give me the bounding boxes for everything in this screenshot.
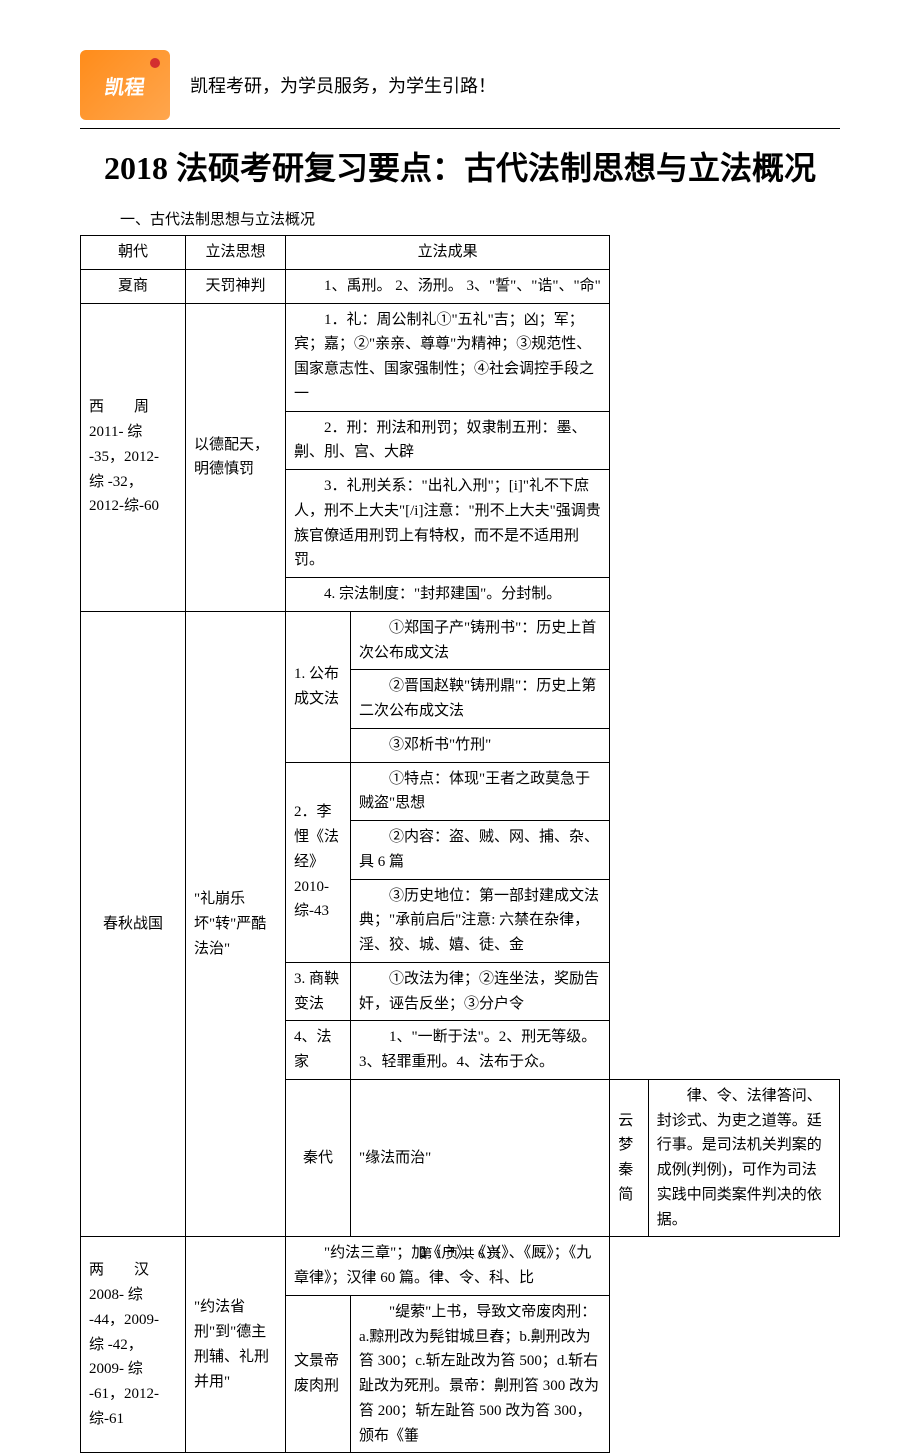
cell-han-b: "缇萦"上书，导致文帝废肉刑：a.黥刑改为髡钳城旦舂；b.劓刑改为笞 300；c… (351, 1295, 610, 1453)
row-chunqiu-1: 春秋战国 "礼崩乐坏"转"严酷法治" 1. 公布成文法 ①郑国子产"铸刑书"：历… (81, 611, 840, 670)
cell-han-dynasty: 两 汉 2008- 综 -44，2009- 综 -42，2009- 综 -61，… (81, 1237, 186, 1453)
cell-cq-s1c: ③邓析书"竹刑" (351, 728, 610, 762)
row-zhou-1: 西 周 2011- 综 -35，2012- 综 -32，2012-综-60 以德… (81, 303, 840, 411)
main-table: 朝代 立法思想 立法成果 夏商 天罚神判 1、禹刑。 2、汤刑。 3、"誓"、"… (80, 235, 840, 1453)
table-header-row: 朝代 立法思想 立法成果 (81, 236, 840, 270)
cell-cq-s2-label: 2．李悝《法经》2010-综-43 (286, 762, 351, 962)
page-title: 2018 法硕考研复习要点：古代法制思想与立法概况 (80, 147, 840, 190)
row-xia-shang: 夏商 天罚神判 1、禹刑。 2、汤刑。 3、"誓"、"诰"、"命" (81, 269, 840, 303)
cell-cq-s1a: ①郑国子产"铸刑书"：历史上首次公布成文法 (351, 611, 610, 670)
cell-cq-s3-label: 3. 商鞅变法 (286, 962, 351, 1021)
section-heading: 一、古代法制思想与立法概况 (120, 208, 840, 229)
th-thought: 立法思想 (186, 236, 286, 270)
slogan-text: 凯程考研，为学员服务，为学生引路！ (190, 72, 496, 98)
cell-zhou-thought: 以德配天，明德慎罚 (186, 303, 286, 611)
cell-cq-s4-label: 4、法家 (286, 1021, 351, 1080)
cell-cq-s3a: ①改法为律；②连坐法，奖励告奸，诬告反坐；③分户令 (351, 962, 610, 1021)
cell-xia-dynasty: 夏商 (81, 269, 186, 303)
header-row: 凯程考研，为学员服务，为学生引路！ (80, 50, 840, 120)
cell-qin-dynasty: 秦代 (286, 1079, 351, 1237)
cell-zhou-b: 2．刑：刑法和刑罚；奴隶制五刑：墨、劓、刖、宫、大辟 (286, 411, 610, 470)
cell-cq-s1b: ②晋国赵鞅"铸刑鼎"：历史上第二次公布成文法 (351, 670, 610, 729)
cell-han-thought: "约法省刑"到"德主刑辅、礼刑并用" (186, 1237, 286, 1453)
th-dynasty: 朝代 (81, 236, 186, 270)
cell-cq-s4a: 1、"一断于法"。2、刑无等级。3、轻罪重刑。4、法布于众。 (351, 1021, 610, 1080)
cell-xia-thought: 天罚神判 (186, 269, 286, 303)
cell-qin-thought: "缘法而治" (351, 1079, 610, 1237)
cell-qin-a: 云梦秦简 (610, 1079, 649, 1237)
header-divider (80, 128, 840, 129)
cell-cq-s2a: ①特点：体现"王者之政莫急于贼盗"思想 (351, 762, 610, 821)
cell-zhou-a: 1．礼：周公制礼①"五礼"吉；凶；军；宾；嘉；②"亲亲、尊尊"为精神；③规范性、… (286, 303, 610, 411)
cell-cq-s1-label: 1. 公布成文法 (286, 611, 351, 762)
cell-cq-s2b: ②内容：盗、贼、网、捕、杂、具 6 篇 (351, 821, 610, 880)
cell-zhou-d: 4. 宗法制度："封邦建国"。分封制。 (286, 578, 610, 612)
logo-dot-icon (150, 58, 160, 68)
cell-zhou-dynasty: 西 周 2011- 综 -35，2012- 综 -32，2012-综-60 (81, 303, 186, 611)
cell-zhou-c: 3．礼刑关系："出礼入刑"；[i]"礼不下庶人，刑不上大夫"[/i]注意："刑不… (286, 470, 610, 578)
cell-cq-s2c: ③历史地位：第一部封建成文法典；"承前启后"注意: 六禁在杂律，淫、狡、城、嬉、… (351, 879, 610, 962)
brand-logo (80, 50, 170, 120)
page-footer: 第 1 页 共 6 页 (0, 1243, 920, 1262)
th-achievement: 立法成果 (286, 236, 610, 270)
cell-cq-dynasty: 春秋战国 (81, 611, 186, 1237)
cell-han-b-label: 文景帝废肉刑 (286, 1295, 351, 1453)
cell-qin-b: 律、令、法律答问、封诊式、为吏之道等。廷行事。是司法机关判案的成例(判例)，可作… (648, 1079, 839, 1237)
cell-cq-thought: "礼崩乐坏"转"严酷法治" (186, 611, 286, 1237)
cell-xia-achv: 1、禹刑。 2、汤刑。 3、"誓"、"诰"、"命" (286, 269, 610, 303)
